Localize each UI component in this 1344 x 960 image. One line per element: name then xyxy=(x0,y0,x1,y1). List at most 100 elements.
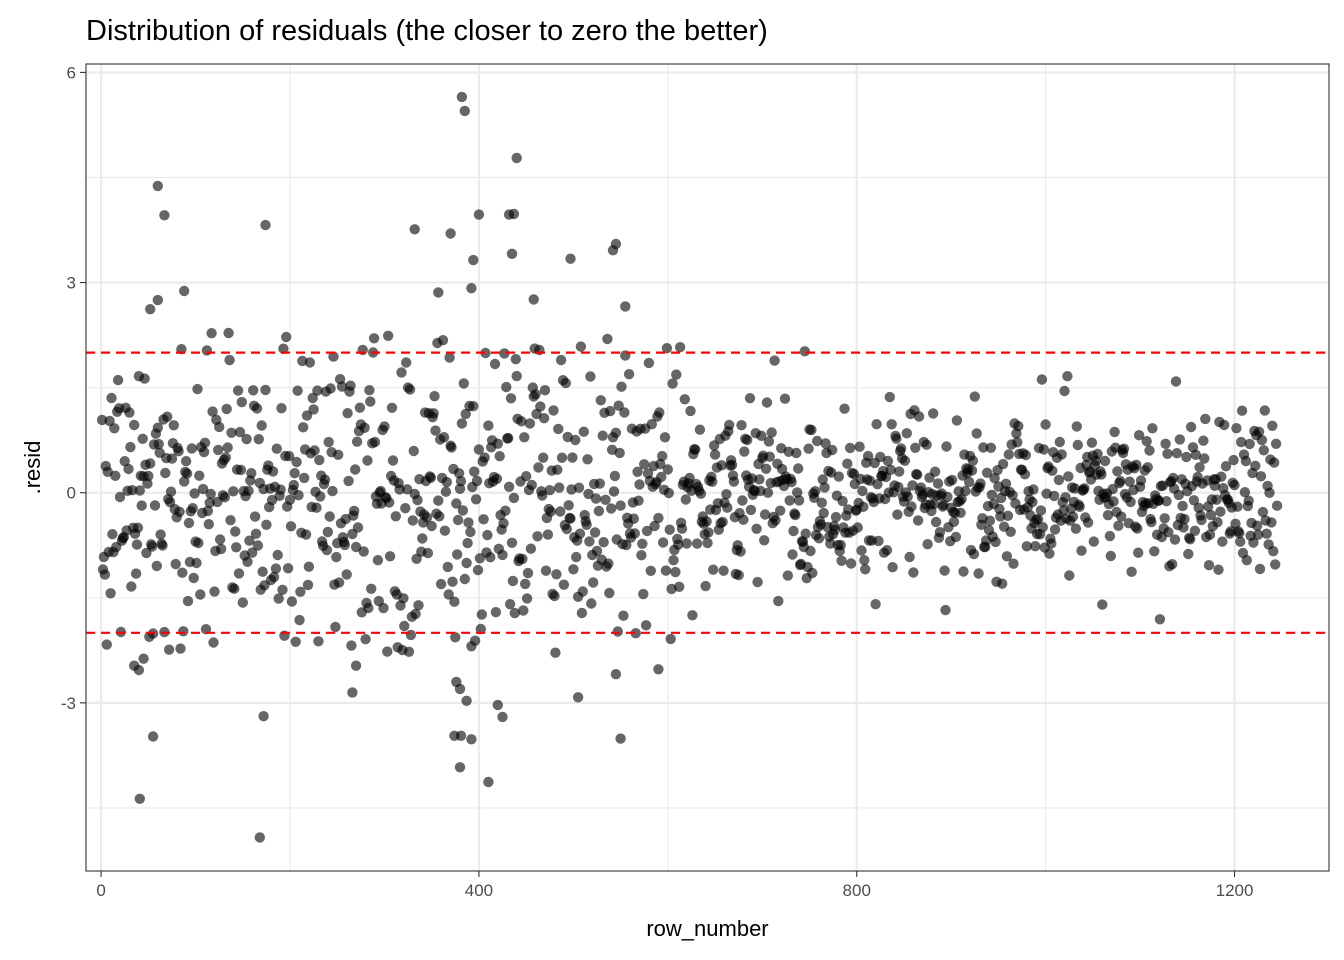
scatter-point xyxy=(508,208,520,220)
scatter-point xyxy=(1153,495,1165,506)
scatter-point xyxy=(575,341,587,352)
scatter-point xyxy=(764,451,775,462)
scatter-point xyxy=(286,596,298,607)
scatter-point xyxy=(178,626,189,637)
scatter-point xyxy=(929,466,941,477)
scatter-point xyxy=(721,489,732,500)
scatter-point xyxy=(352,522,364,533)
scatter-point xyxy=(643,357,655,369)
scatter-point xyxy=(904,551,915,563)
scatter-point xyxy=(930,516,942,528)
scatter-point xyxy=(685,405,696,417)
scatter-point xyxy=(1059,385,1070,397)
scatter-point xyxy=(872,479,883,490)
scatter-point xyxy=(1107,483,1118,495)
scatter-point xyxy=(997,578,1008,589)
scatter-point xyxy=(475,623,486,635)
scatter-point xyxy=(292,385,303,396)
scatter-point xyxy=(276,403,287,414)
scatter-point xyxy=(799,346,810,357)
scatter-point xyxy=(1040,419,1051,430)
scatter-point xyxy=(351,436,363,447)
scatter-point xyxy=(104,415,115,427)
scatter-point xyxy=(860,564,871,575)
scatter-point xyxy=(257,566,268,577)
scatter-point xyxy=(1063,471,1074,482)
scatter-point xyxy=(517,553,528,565)
scatter-point xyxy=(1266,517,1277,528)
scatter-point xyxy=(223,327,234,339)
scatter-point xyxy=(659,432,671,443)
scatter-point xyxy=(986,489,997,500)
scatter-point xyxy=(244,535,255,546)
x-axis-title: row_number xyxy=(646,916,768,941)
scatter-point xyxy=(637,538,648,549)
scatter-point xyxy=(589,527,601,538)
scatter-point xyxy=(621,539,632,551)
scatter-point xyxy=(384,497,395,508)
scatter-point xyxy=(691,538,703,549)
scatter-point xyxy=(1067,511,1079,522)
scatter-point xyxy=(1270,559,1281,570)
scatter-point xyxy=(1036,374,1048,385)
scatter-point xyxy=(690,444,701,455)
scatter-point xyxy=(544,485,555,496)
scatter-point xyxy=(1200,413,1211,425)
scatter-point xyxy=(459,105,470,117)
scatter-point xyxy=(520,578,531,590)
scatter-point xyxy=(1231,423,1242,434)
scatter-point xyxy=(984,515,996,526)
scatter-point xyxy=(500,505,511,516)
scatter-point xyxy=(235,464,247,476)
scatter-point xyxy=(1112,466,1123,477)
scatter-point xyxy=(119,456,130,467)
scatter-point xyxy=(594,478,605,489)
scatter-point xyxy=(1211,494,1222,505)
scatter-point xyxy=(505,393,517,404)
scatter-point xyxy=(1082,517,1094,528)
y-axis: -3 0 3 6 xyxy=(61,63,86,713)
scatter-point xyxy=(439,525,451,536)
scatter-point xyxy=(328,351,339,362)
scatter-point xyxy=(641,525,653,537)
scatter-point xyxy=(1027,496,1038,508)
scatter-point xyxy=(441,476,452,488)
scatter-point xyxy=(608,486,620,497)
scatter-point xyxy=(346,640,357,651)
scatter-point xyxy=(303,561,315,572)
scatter-point xyxy=(906,501,917,512)
scatter-point xyxy=(1254,563,1266,575)
scatter-point xyxy=(674,342,686,353)
scatter-point xyxy=(1124,476,1135,487)
scatter-point xyxy=(214,534,226,545)
scatter-point xyxy=(399,620,410,632)
scatter-point xyxy=(181,468,193,479)
scatter-point xyxy=(770,515,781,526)
scatter-point xyxy=(845,558,857,569)
scatter-point xyxy=(595,395,606,406)
scatter-point xyxy=(311,502,322,513)
scatter-point xyxy=(1132,523,1143,534)
scatter-point xyxy=(152,294,163,306)
scatter-point xyxy=(143,470,154,482)
scatter-point xyxy=(1198,435,1209,446)
scatter-point xyxy=(787,549,798,560)
scatter-point xyxy=(1001,551,1013,562)
scatter-point xyxy=(657,537,669,548)
scatter-point xyxy=(1108,496,1119,507)
scatter-point xyxy=(884,391,895,403)
scatter-point xyxy=(163,644,175,655)
scatter-point xyxy=(168,420,179,431)
scatter-point xyxy=(147,731,159,742)
scatter-point xyxy=(1079,483,1090,494)
scatter-point xyxy=(995,511,1006,522)
scatter-point xyxy=(717,516,728,528)
scatter-point xyxy=(932,478,944,489)
scatter-point xyxy=(554,482,565,493)
scatter-point xyxy=(459,573,470,585)
scatter-point xyxy=(854,441,865,452)
scatter-point xyxy=(1174,434,1186,445)
scatter-point xyxy=(779,393,791,404)
scatter-point xyxy=(203,519,214,530)
scatter-point xyxy=(307,392,318,404)
